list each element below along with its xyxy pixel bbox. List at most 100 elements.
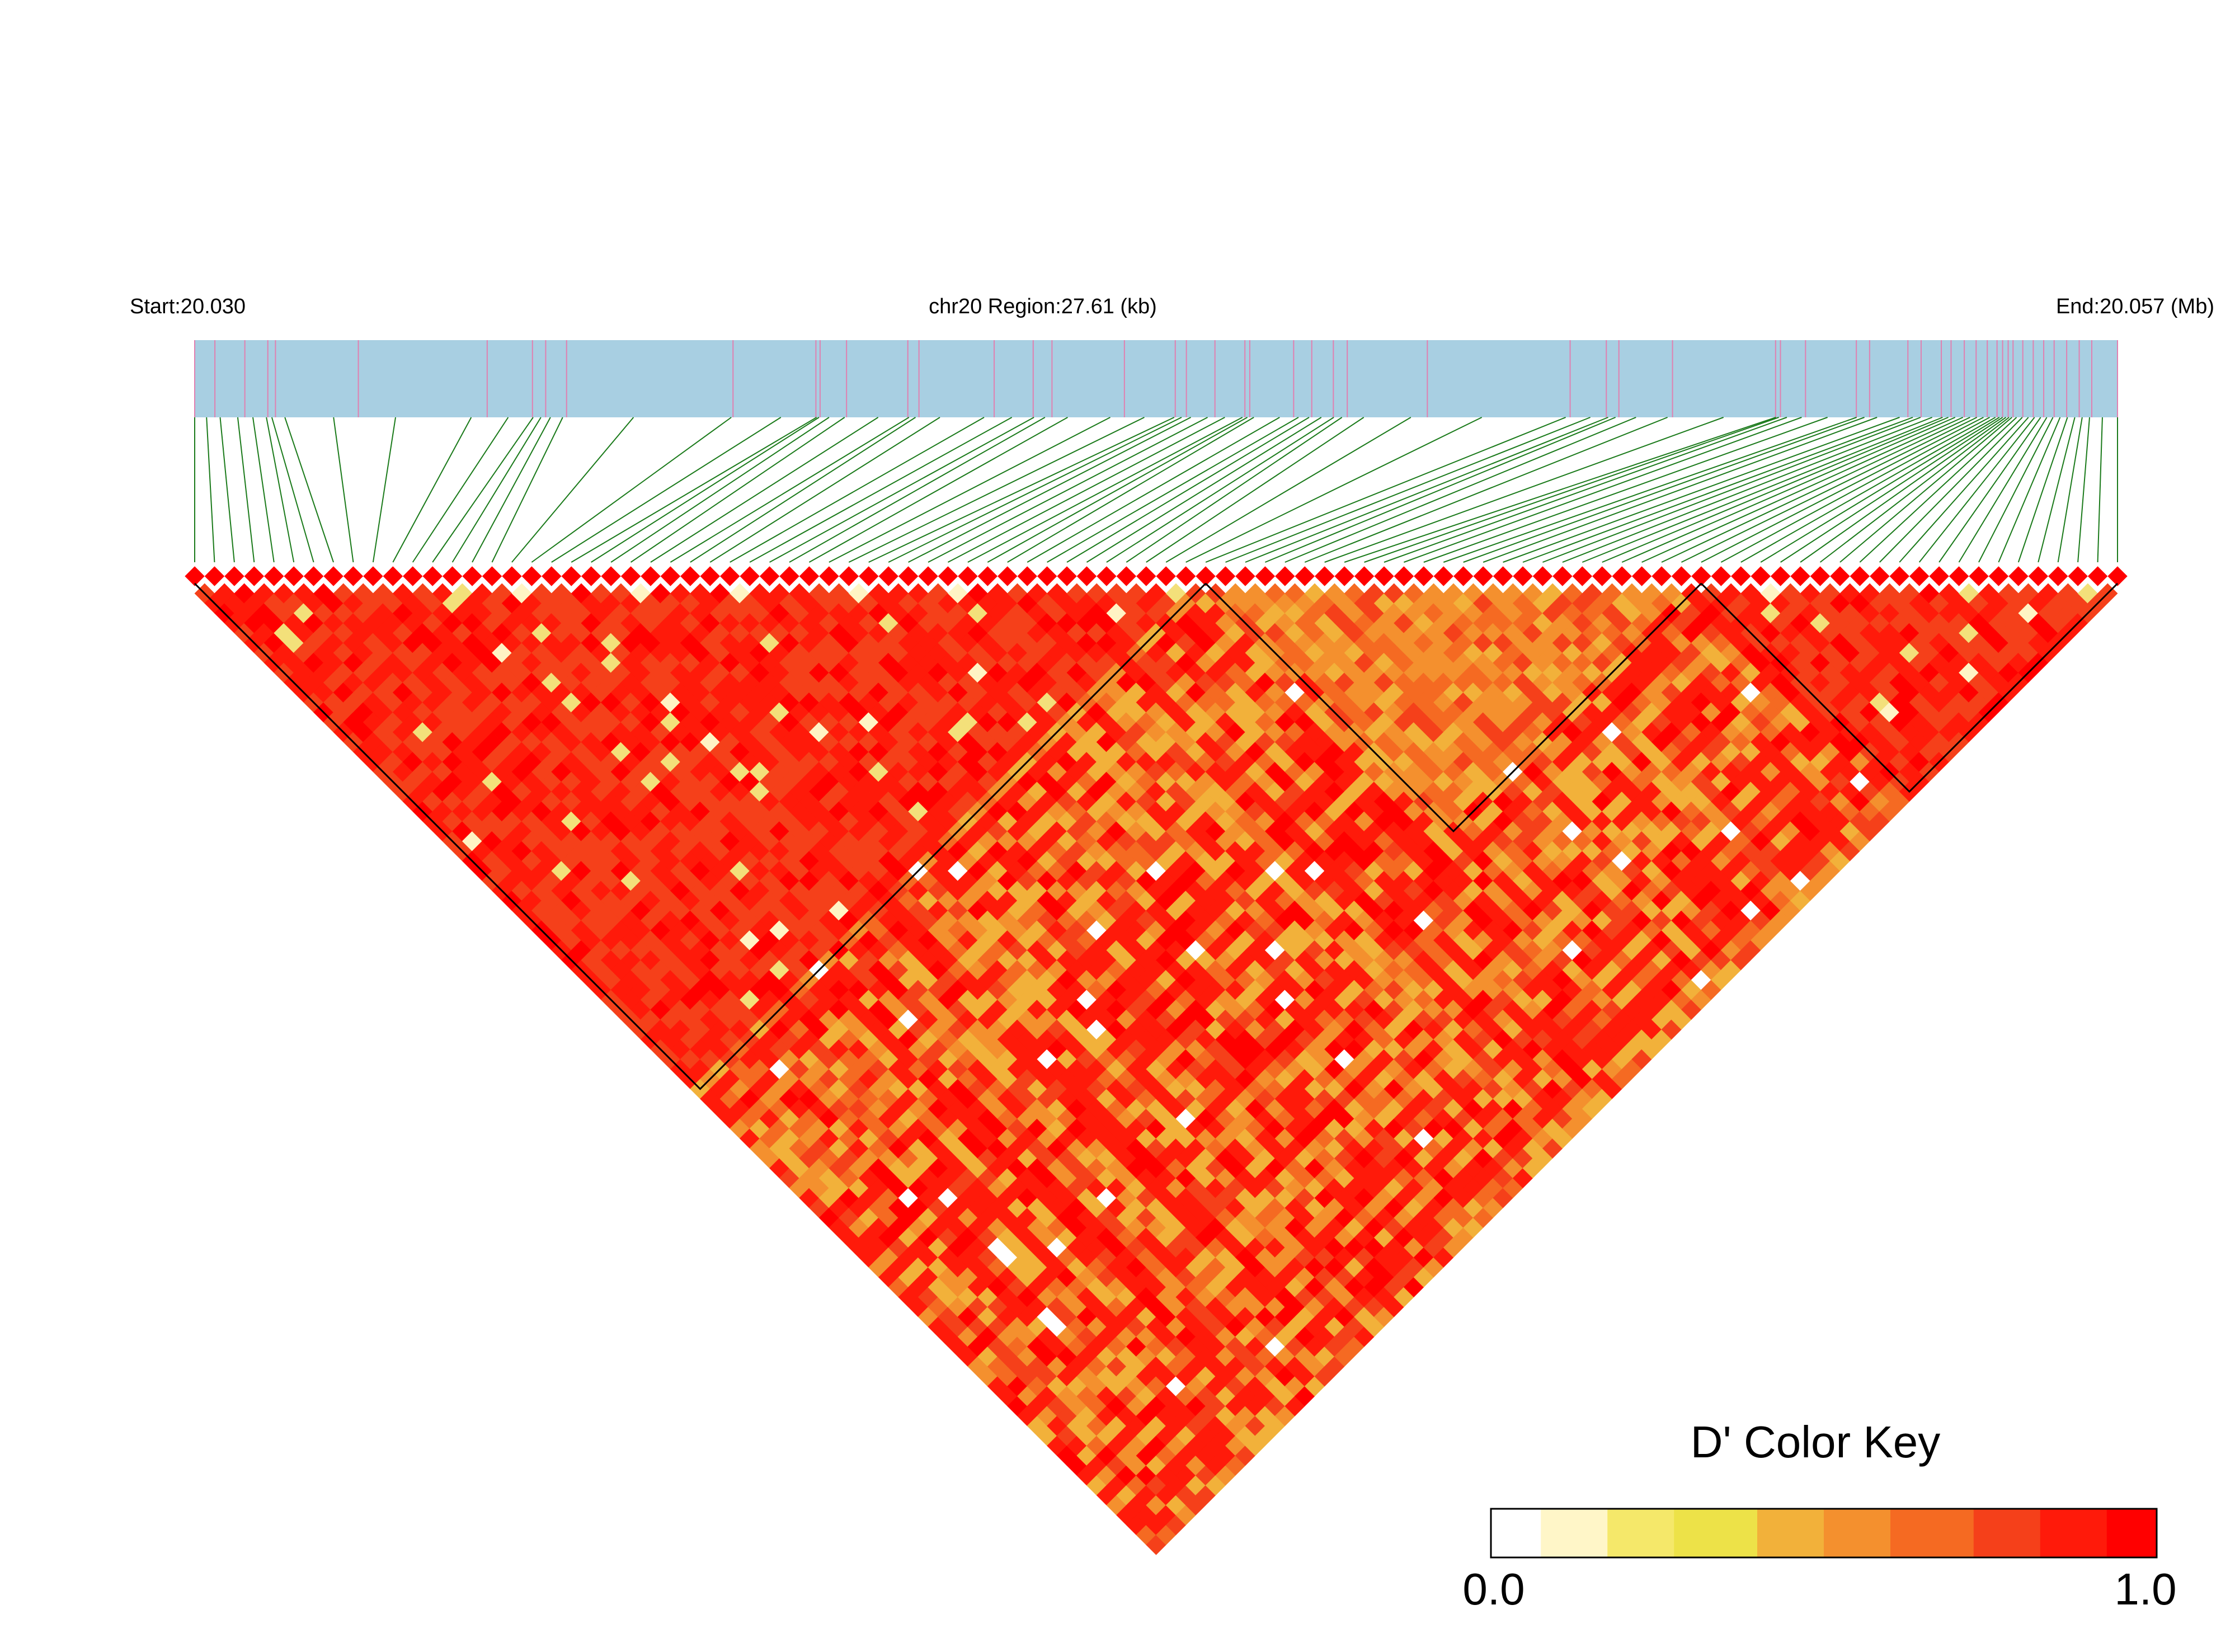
gene-track-bar [195, 340, 2118, 417]
connector-18 [551, 417, 782, 563]
connector-6 [271, 417, 314, 563]
connector-96 [2097, 417, 2103, 563]
connector-26 [709, 417, 940, 563]
snp-marker-78 [1731, 566, 1751, 586]
connector-4 [252, 417, 275, 563]
start-label: Start:20.030 [130, 295, 246, 318]
snp-marker-39 [958, 566, 978, 586]
snp-marker-13 [442, 566, 463, 586]
snp-marker-52 [1215, 566, 1236, 586]
snp-marker-6 [303, 566, 324, 586]
snp-marker-14 [462, 566, 482, 586]
snp-marker-2 [224, 566, 244, 586]
snp-marker-63 [1433, 566, 1453, 586]
connector-50 [1185, 417, 1483, 563]
connector-22 [630, 417, 845, 563]
connector-13 [451, 417, 542, 563]
snp-marker-59 [1354, 566, 1375, 586]
snp-marker-5 [284, 566, 304, 586]
connector-57 [1324, 417, 1724, 563]
snp-connectors [194, 417, 2118, 563]
snp-marker-27 [719, 566, 740, 586]
snp-marker-28 [740, 566, 760, 586]
snp-marker-33 [839, 566, 859, 586]
snp-marker-69 [1552, 566, 1573, 586]
connector-87 [1918, 417, 2035, 563]
connector-51 [1205, 417, 1566, 563]
region-label: chr20 Region:27.61 (kb) [929, 295, 1157, 318]
connector-56 [1304, 417, 1668, 563]
connector-31 [808, 417, 1068, 563]
snp-marker-65 [1473, 566, 1493, 586]
snp-marker-1 [204, 566, 225, 586]
connector-82 [1819, 417, 2010, 563]
connector-71 [1602, 417, 1949, 563]
connector-2 [219, 417, 235, 563]
connector-85 [1879, 417, 2023, 563]
snp-marker-12 [422, 566, 443, 586]
snp-marker-71 [1592, 566, 1612, 586]
connector-83 [1839, 417, 2012, 563]
connector-73 [1641, 417, 1964, 563]
snp-marker-8 [343, 566, 364, 586]
snp-marker-50 [1175, 566, 1196, 586]
connector-16 [511, 417, 634, 563]
connector-14 [472, 417, 551, 563]
connector-24 [670, 417, 910, 563]
connector-34 [868, 417, 1175, 563]
snp-marker-66 [1493, 566, 1513, 586]
snp-marker-17 [521, 566, 542, 586]
connector-49 [1165, 417, 1411, 563]
connector-35 [888, 417, 1182, 563]
snp-marker-58 [1334, 566, 1354, 586]
connector-19 [571, 417, 817, 563]
connector-8 [333, 417, 354, 563]
connector-77 [1720, 417, 1991, 563]
snp-marker-51 [1196, 566, 1216, 586]
snp-marker-46 [1097, 566, 1117, 586]
connector-74 [1661, 417, 1970, 563]
snp-marker-61 [1394, 566, 1414, 586]
snp-marker-75 [1671, 566, 1692, 586]
snp-markers [185, 566, 2128, 586]
connector-88 [1938, 417, 2041, 563]
snp-marker-0 [185, 566, 205, 586]
snp-marker-4 [264, 566, 284, 586]
snp-marker-26 [700, 566, 720, 586]
connector-23 [650, 417, 879, 563]
snp-marker-11 [403, 566, 423, 586]
connector-20 [591, 417, 820, 563]
snp-marker-67 [1513, 566, 1533, 586]
connector-42 [1027, 417, 1280, 563]
connector-1 [206, 417, 215, 563]
connector-94 [2057, 417, 2083, 563]
connector-3 [237, 417, 255, 563]
snp-marker-21 [601, 566, 621, 586]
connector-28 [749, 417, 1013, 563]
gene-track [194, 340, 2118, 417]
snp-marker-36 [898, 566, 919, 586]
snp-marker-48 [1136, 566, 1156, 586]
connector-29 [769, 417, 1034, 563]
connector-54 [1264, 417, 1616, 563]
snp-marker-77 [1711, 566, 1731, 586]
snp-marker-3 [244, 566, 265, 586]
connector-36 [908, 417, 1191, 563]
connector-27 [730, 417, 985, 563]
connector-67 [1522, 417, 1913, 563]
snp-marker-30 [779, 566, 799, 586]
connector-80 [1780, 417, 2003, 563]
connector-91 [1998, 417, 2061, 563]
connector-64 [1463, 417, 1865, 563]
snp-marker-37 [918, 566, 938, 586]
connector-92 [2017, 417, 2068, 563]
connector-93 [2038, 417, 2076, 563]
connector-89 [1958, 417, 2048, 563]
connector-37 [928, 417, 1208, 563]
snp-marker-76 [1691, 566, 1711, 586]
connector-9 [372, 417, 397, 563]
connector-75 [1681, 417, 1978, 563]
connector-78 [1740, 417, 1996, 563]
connector-58 [1344, 417, 1776, 563]
snp-marker-10 [383, 566, 403, 586]
